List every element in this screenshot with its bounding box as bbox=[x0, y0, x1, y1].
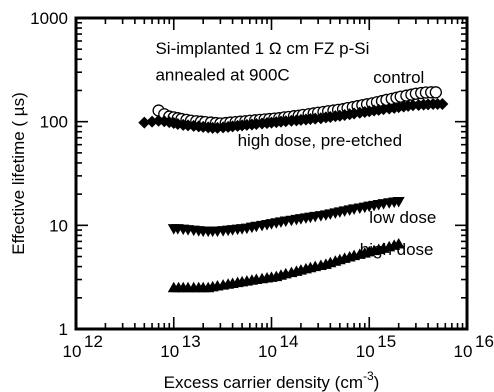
series-high-dose bbox=[167, 238, 405, 293]
x-tick-label-exp: 16 bbox=[475, 332, 494, 351]
annotation-control: control bbox=[373, 68, 424, 87]
annotation-highdose-pe: high dose, pre-etched bbox=[238, 131, 402, 150]
x-tick-label-base: 10 bbox=[160, 342, 179, 361]
annotation-line2: annealed at 900C bbox=[155, 65, 289, 84]
y-tick-label: 1 bbox=[59, 320, 68, 339]
x-tick-label-exp: 13 bbox=[182, 332, 201, 351]
point-high-dose-pre-etched bbox=[436, 98, 449, 111]
point-high-dose bbox=[392, 238, 405, 249]
annotations: Si-implanted 1 Ω cm FZ p-Si annealed at 9… bbox=[155, 39, 436, 259]
y-axis-title: Effective lifetime ( µs) bbox=[9, 92, 28, 255]
x-tick-label-base: 10 bbox=[63, 342, 82, 361]
y-tick-labels: 1 10 100 1000 bbox=[30, 9, 68, 339]
x-tick-label-exp: 15 bbox=[377, 332, 396, 351]
x-axis-title: Excess carrier density (cm-3) bbox=[164, 369, 380, 392]
y-tick-label: 10 bbox=[49, 216, 68, 235]
y-tick-label: 100 bbox=[40, 113, 68, 132]
x-tick-label-base: 10 bbox=[454, 342, 473, 361]
annotation-line1: Si-implanted 1 Ω cm FZ p-Si bbox=[155, 39, 369, 58]
x-tick-label-base: 10 bbox=[356, 342, 375, 361]
y-tick-label: 1000 bbox=[30, 9, 68, 28]
x-tick-label-exp: 12 bbox=[84, 332, 103, 351]
annotation-lowdose: low dose bbox=[369, 208, 436, 227]
plot-frame bbox=[74, 16, 469, 331]
annotation-highdose: high dose bbox=[360, 240, 434, 259]
series-high-dose-pre-etched bbox=[138, 98, 449, 134]
series-low-dose bbox=[167, 196, 405, 238]
point-low-dose bbox=[392, 196, 405, 208]
point-control bbox=[429, 86, 442, 99]
x-tick-label-base: 10 bbox=[258, 342, 277, 361]
point-high-dose-pre-etched bbox=[138, 116, 151, 129]
data-markers bbox=[138, 86, 449, 293]
x-tick-label-exp: 14 bbox=[280, 332, 299, 351]
